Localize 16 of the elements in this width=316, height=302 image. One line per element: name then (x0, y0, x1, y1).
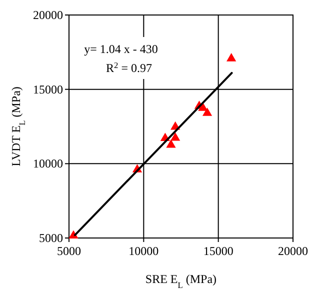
point (226, 53, 236, 62)
x-tick-label: 10000 (128, 244, 159, 258)
y-tick-label: 15000 (33, 82, 63, 96)
annotation: y= 1.04 x - 430 (84, 42, 158, 56)
y-tick-label: 10000 (33, 156, 63, 171)
x-tick-label: 15000 (203, 244, 234, 258)
y-tick-label: 20000 (33, 8, 63, 22)
annotation: R$^{2}$ = 0.97 (106, 60, 152, 75)
x-axis-title: SRE E$_{L}$ (MPa) (145, 272, 217, 290)
x-tick-label: 5000 (57, 244, 81, 258)
point (166, 139, 176, 148)
y-tick-label: 5000 (39, 231, 63, 245)
point (170, 132, 180, 141)
x-tick-label: 20000 (278, 244, 308, 258)
point (68, 230, 78, 239)
point (202, 108, 212, 116)
